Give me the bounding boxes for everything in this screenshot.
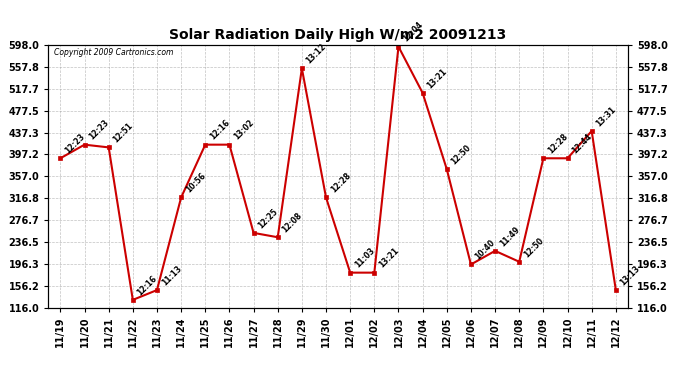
Text: Copyright 2009 Cartronics.com: Copyright 2009 Cartronics.com xyxy=(54,48,173,57)
Text: 13:21: 13:21 xyxy=(426,67,449,90)
Text: 10:40: 10:40 xyxy=(474,238,497,262)
Text: 13:13: 13:13 xyxy=(619,264,642,287)
Text: 12:50: 12:50 xyxy=(522,236,545,259)
Text: 13:02: 13:02 xyxy=(233,118,255,142)
Text: 12:16: 12:16 xyxy=(208,118,231,142)
Text: 13:31: 13:31 xyxy=(595,105,618,128)
Text: 12:28: 12:28 xyxy=(546,132,570,156)
Title: Solar Radiation Daily High W/m2 20091213: Solar Radiation Daily High W/m2 20091213 xyxy=(170,28,506,42)
Text: 11:49: 11:49 xyxy=(498,225,521,248)
Text: 11:13: 11:13 xyxy=(160,264,183,287)
Text: 12:08: 12:08 xyxy=(281,211,304,234)
Text: 12:28: 12:28 xyxy=(329,171,353,195)
Text: 12:50: 12:50 xyxy=(450,143,473,166)
Text: 12:51: 12:51 xyxy=(112,121,135,145)
Text: 11:03: 11:03 xyxy=(353,246,376,270)
Text: 12:04: 12:04 xyxy=(402,20,424,44)
Text: 10:56: 10:56 xyxy=(184,171,207,195)
Text: 13:12: 13:12 xyxy=(305,42,328,66)
Text: 13:21: 13:21 xyxy=(377,246,400,270)
Text: 12:23: 12:23 xyxy=(63,132,86,156)
Text: 12:25: 12:25 xyxy=(257,207,279,230)
Text: 12:16: 12:16 xyxy=(136,274,159,297)
Text: 12:23: 12:23 xyxy=(88,118,110,142)
Text: 12:44: 12:44 xyxy=(571,132,593,156)
